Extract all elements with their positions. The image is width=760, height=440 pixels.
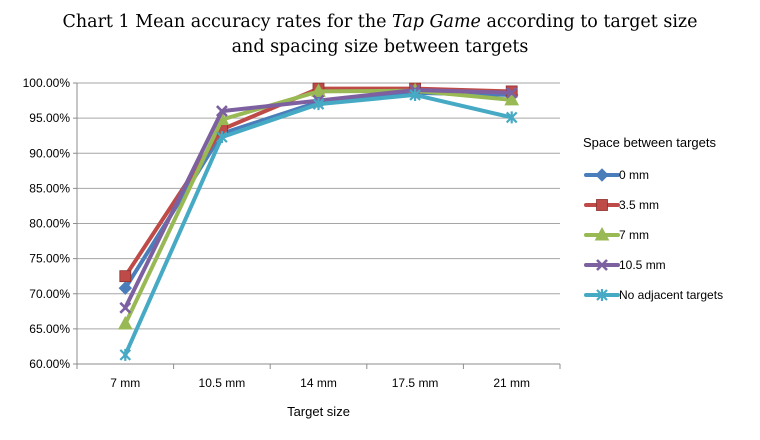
y-tick-label: 90.00%: [29, 146, 70, 160]
legend-marker-1: [596, 199, 608, 211]
y-tick-label: 70.00%: [29, 287, 70, 301]
y-tick-label: 65.00%: [29, 322, 70, 336]
chart-title-line-1: Chart 1 Mean accuracy rates for the Tap …: [62, 12, 698, 32]
data-point-series-4: [216, 131, 228, 144]
legend-marker-3: [596, 259, 608, 271]
x-tick-label: 10.5 mm: [199, 376, 246, 390]
series-line-4: [123, 92, 514, 357]
data-point-series-3: [505, 86, 518, 99]
legend-label-3: 10.5 mm: [619, 258, 666, 272]
y-tick-label: 100.00%: [23, 76, 71, 90]
data-point-series-2: [117, 315, 133, 330]
chart-title-line-2: and spacing size between targets: [231, 37, 529, 57]
data-point-series-4: [312, 98, 325, 111]
x-tick-label: 21 mm: [493, 376, 530, 390]
chart-title: Chart 1 Mean accuracy rates for the Tap …: [60, 10, 700, 60]
series-line-2: [123, 88, 514, 326]
data-point-series-0: [118, 281, 133, 295]
y-tick-label: 75.00%: [29, 252, 70, 266]
legend-label-4: No adjacent targets: [619, 288, 723, 302]
data-point-series-4: [119, 348, 132, 361]
data-point-series-2: [311, 83, 326, 97]
series-line-1: [123, 86, 514, 279]
data-point-series-3: [215, 105, 228, 118]
legend-label-2: 7 mm: [619, 228, 649, 242]
y-tick-label: 95.00%: [29, 111, 70, 125]
y-tick-label: 80.00%: [29, 217, 70, 231]
data-point-series-3: [119, 301, 132, 314]
x-tick-label: 7 mm: [110, 376, 140, 390]
data-point-series-2: [504, 91, 520, 106]
x-tick-label: 14 mm: [300, 376, 337, 390]
legend-title: Space between targets: [583, 135, 716, 150]
legend-marker-0: [595, 168, 609, 182]
y-tick-label: 85.00%: [29, 181, 70, 195]
legend-label-1: 3.5 mm: [619, 198, 659, 212]
data-point-series-1: [119, 270, 132, 283]
x-tick-label: 17.5 mm: [392, 376, 439, 390]
x-axis-label: Target size: [287, 404, 350, 419]
y-tick-label: 60.00%: [29, 357, 70, 371]
data-point-series-4: [409, 88, 421, 101]
legend-label-0: 0 mm: [619, 168, 649, 182]
data-point-series-4: [505, 111, 518, 124]
legend-marker-2: [594, 226, 610, 241]
legend-marker-4: [596, 289, 608, 301]
